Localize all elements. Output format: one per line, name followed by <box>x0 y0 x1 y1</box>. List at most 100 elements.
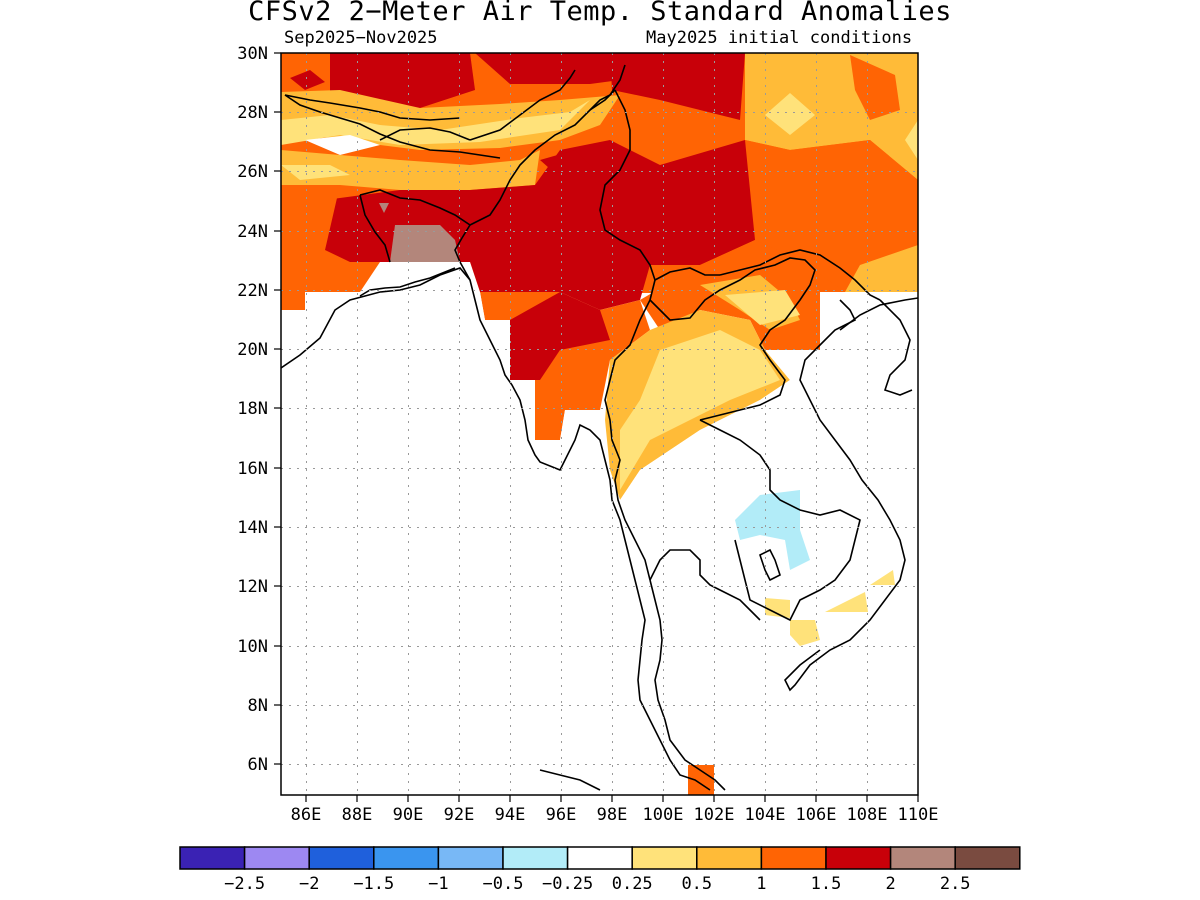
lat-tick-labels: 30N 28N 26N 24N 22N 20N 18N 16N 14N 12N … <box>237 44 268 775</box>
lon-tick-label: 110E <box>898 805 939 825</box>
legend-color-box <box>437 846 504 870</box>
legend-label: −1.5 <box>353 874 394 894</box>
anomaly-region-1.5-2-ne-india <box>540 150 600 200</box>
legend-label: −2 <box>299 874 319 894</box>
legend-color-box <box>631 846 698 870</box>
border-india-myanmar <box>469 89 616 226</box>
anomaly-region-0.25-0.5-india-north <box>281 165 350 180</box>
lat-tick-label: 20N <box>237 340 268 360</box>
anomaly-region-0.25-0.5-ne <box>905 120 918 160</box>
anomaly-region-0.25-0.5-vietnam <box>870 570 895 585</box>
lon-tick-label: 106E <box>796 805 837 825</box>
lon-tick-label: 92E <box>444 805 475 825</box>
legend-label: −1 <box>428 874 448 894</box>
lon-tick-label: 98E <box>597 805 628 825</box>
forecast-period: Sep2025−Nov2025 <box>284 28 438 48</box>
anomaly-region-0.5-1-hainan <box>845 245 918 292</box>
lon-tick-label: 96E <box>546 805 577 825</box>
border-ne-india <box>469 69 576 141</box>
anomaly-region-1.5-2-myanmar-central <box>510 292 610 380</box>
legend-color-box <box>760 846 827 870</box>
anomaly-region-1-1.5-edge <box>281 292 305 310</box>
border-bhutan <box>379 127 471 141</box>
coastline-vietnam <box>784 299 906 692</box>
anomaly-region-0.25-0.5-china <box>765 93 815 135</box>
legend-color-box <box>954 846 1021 870</box>
anomaly-region-1-1.5-india-central <box>281 185 340 292</box>
legend-color-box <box>502 846 569 870</box>
anomaly-region-1.5-2-bangladesh-myanmar <box>325 140 755 310</box>
anomaly-region-2-2.5-bangladesh <box>390 225 460 262</box>
legend-label: −0.5 <box>483 874 524 894</box>
lat-tick-label: 6N <box>248 755 268 775</box>
anomaly-map: 30N 28N 26N 24N 22N 20N 18N 16N 14N 12N … <box>237 44 939 825</box>
legend-color-box <box>243 846 310 870</box>
anomaly-region-1-1.5-china-patch <box>850 55 900 120</box>
anomaly-region-0.25-0.5-mekong <box>790 620 820 646</box>
legend-label: 2.5 <box>940 874 971 894</box>
lon-tick-label: 90E <box>393 805 424 825</box>
legend-label: 1.5 <box>811 874 842 894</box>
lon-tick-label: 94E <box>495 805 526 825</box>
anomaly-region-0.25-0.5-gulf <box>765 598 790 618</box>
coastline-ganges-delta <box>359 267 456 297</box>
coastline-gulf-thailand <box>649 549 761 621</box>
legend-color-box <box>308 846 375 870</box>
legend-label: 2 <box>885 874 895 894</box>
coastline-india-bay <box>281 267 711 791</box>
border-bangladesh-west <box>359 194 391 263</box>
axis-ticks <box>274 52 919 802</box>
legend-color-box <box>373 846 440 870</box>
coastline-peninsula <box>649 579 726 791</box>
lon-tick-label: 88E <box>342 805 373 825</box>
lat-tick-label: 8N <box>248 696 268 716</box>
anomaly-region-0.5-1-gangetic <box>281 150 540 190</box>
lat-tick-label: 16N <box>237 459 268 479</box>
border-tibet-nepal <box>284 94 461 121</box>
anomaly-region-0.25-0.5-sea <box>825 592 868 612</box>
anomaly-region-neg0.5-neg0.25-cambodia <box>735 490 810 570</box>
initial-conditions-label: May2025 initial conditions <box>646 28 913 48</box>
anomaly-region-1.5-2-north <box>330 53 475 108</box>
legend-color-box <box>889 846 956 870</box>
anomaly-region-0.25-0.5-thailand <box>620 330 780 490</box>
legend-color-box <box>179 846 246 870</box>
lat-tick-label: 28N <box>237 103 268 123</box>
lon-tick-label: 104E <box>745 805 786 825</box>
anomaly-region-0.25-0.5-laos <box>725 290 800 325</box>
lat-tick-label: 24N <box>237 222 268 242</box>
legend-label: 0.25 <box>612 874 653 894</box>
anomaly-fill-layer <box>281 53 918 795</box>
lat-tick-label: 18N <box>237 399 268 419</box>
lon-tick-label: 102E <box>694 805 735 825</box>
legend-boxes <box>179 846 1021 870</box>
legend-color-box <box>825 846 892 870</box>
anomaly-region-1.5-2-tibet <box>475 53 620 84</box>
legend-color-box <box>696 846 763 870</box>
legend-label: 1 <box>756 874 766 894</box>
lat-tick-label: 22N <box>237 281 268 301</box>
border-bangladesh <box>359 189 472 281</box>
legend-color-box <box>566 846 633 870</box>
border-china-vietnam <box>719 249 881 301</box>
lon-tick-labels: 86E 88E 90E 92E 94E 96E 98E 100E 102E 10… <box>291 805 939 825</box>
coastline-layer <box>281 64 918 791</box>
anomaly-region-2-2.5-small <box>379 203 389 213</box>
border-nepal-india <box>284 94 501 159</box>
tonle-sap-lake <box>759 548 781 582</box>
coastline-sri-lanka-region <box>539 769 601 791</box>
legend-labels: −2.5 −2 −1.5 −1 −0.5 −0.25 0.25 0.5 1 1.5 2 2.5 <box>224 874 970 894</box>
legend-label: −2.5 <box>224 874 265 894</box>
neutral-region-south <box>281 262 918 795</box>
coastline-hainan <box>839 297 918 331</box>
anomaly-region-1.5-2-nw <box>290 70 325 90</box>
anomaly-region-0.25-0.5-himalaya <box>281 100 590 145</box>
anomaly-region-1.5-2-china <box>610 53 745 120</box>
map-frame <box>280 52 919 796</box>
lat-tick-label: 10N <box>237 637 268 657</box>
lat-tick-label: 14N <box>237 518 268 538</box>
lon-tick-label: 108E <box>847 805 888 825</box>
anomaly-region-neutral-nepal <box>305 135 380 155</box>
legend-label: −0.25 <box>542 874 593 894</box>
